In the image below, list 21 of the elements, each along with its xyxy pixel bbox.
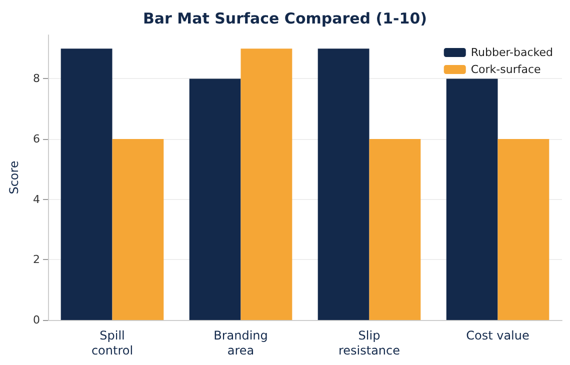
bar — [498, 139, 550, 320]
y-axis-title: Score — [7, 160, 21, 194]
x-tick-label: Branding area — [214, 328, 268, 358]
chart-title: Bar Mat Surface Compared (1-10) — [142, 10, 428, 28]
x-tick-label: Spill control — [91, 328, 134, 358]
y-tick-label: 6 — [33, 132, 40, 146]
bar — [189, 78, 241, 320]
bar — [60, 48, 112, 320]
x-tick-label: Cost value — [466, 328, 530, 342]
y-tick-label: 0 — [33, 314, 40, 326]
bar — [112, 139, 164, 320]
y-tick-label: 8 — [33, 72, 40, 86]
bar — [318, 48, 370, 320]
bar — [369, 139, 421, 320]
bar — [240, 48, 292, 320]
y-tick-label: 4 — [33, 192, 40, 206]
y-tick-label: 2 — [33, 253, 40, 266]
bar — [446, 78, 498, 320]
x-tick-label: Slip resistance — [338, 328, 400, 358]
legend-label: Cork-surface — [470, 63, 542, 76]
legend-label: Rubber-backed — [470, 46, 553, 59]
